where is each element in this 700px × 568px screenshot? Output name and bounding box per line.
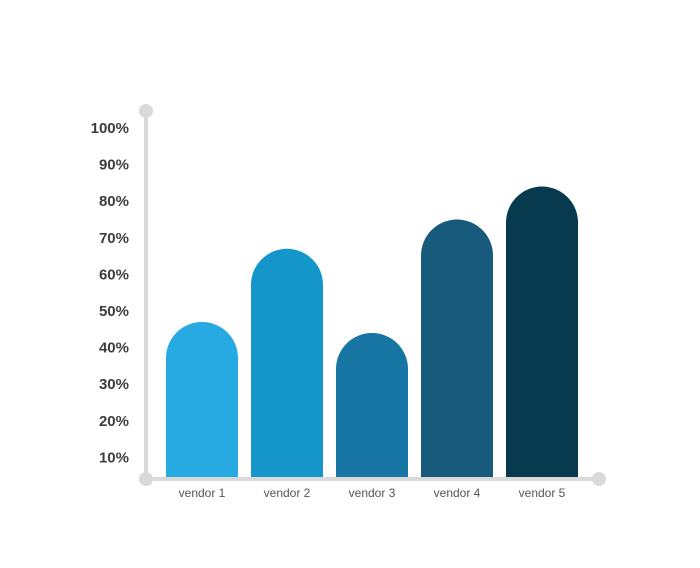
axes xyxy=(139,104,606,486)
y-tick-label: 50% xyxy=(99,303,129,320)
x-tick-label: vendor 1 xyxy=(179,486,226,500)
y-tick-label: 60% xyxy=(99,266,129,283)
bar-vendor-4 xyxy=(421,219,493,477)
bar-vendor-5 xyxy=(506,186,578,477)
y-tick-label: 90% xyxy=(99,157,129,174)
y-tick-label: 100% xyxy=(91,120,129,137)
x-tick-label: vendor 2 xyxy=(264,486,311,500)
x-axis-end-dot xyxy=(592,472,606,486)
x-tick-label: vendor 3 xyxy=(349,486,396,500)
bars xyxy=(166,186,578,477)
y-axis-end-dot xyxy=(139,104,153,118)
y-tick-label: 10% xyxy=(99,449,129,466)
y-tick-label: 80% xyxy=(99,193,129,210)
y-tick-labels: 10% 20% 30% 40% 50% 60% 70% 80% 90% 100% xyxy=(91,120,129,466)
y-tick-label: 30% xyxy=(99,376,129,393)
x-tick-label: vendor 5 xyxy=(519,486,566,500)
y-tick-label: 40% xyxy=(99,340,129,357)
bar-vendor-1 xyxy=(166,321,238,477)
x-tick-label: vendor 4 xyxy=(434,486,481,500)
bar-vendor-3 xyxy=(336,332,408,477)
y-tick-label: 20% xyxy=(99,413,129,430)
x-tick-labels: vendor 1 vendor 2 vendor 3 vendor 4 vendor 5 xyxy=(179,486,566,500)
axis-origin-dot xyxy=(139,472,153,486)
bar-vendor-2 xyxy=(251,248,323,477)
y-tick-label: 70% xyxy=(99,230,129,247)
